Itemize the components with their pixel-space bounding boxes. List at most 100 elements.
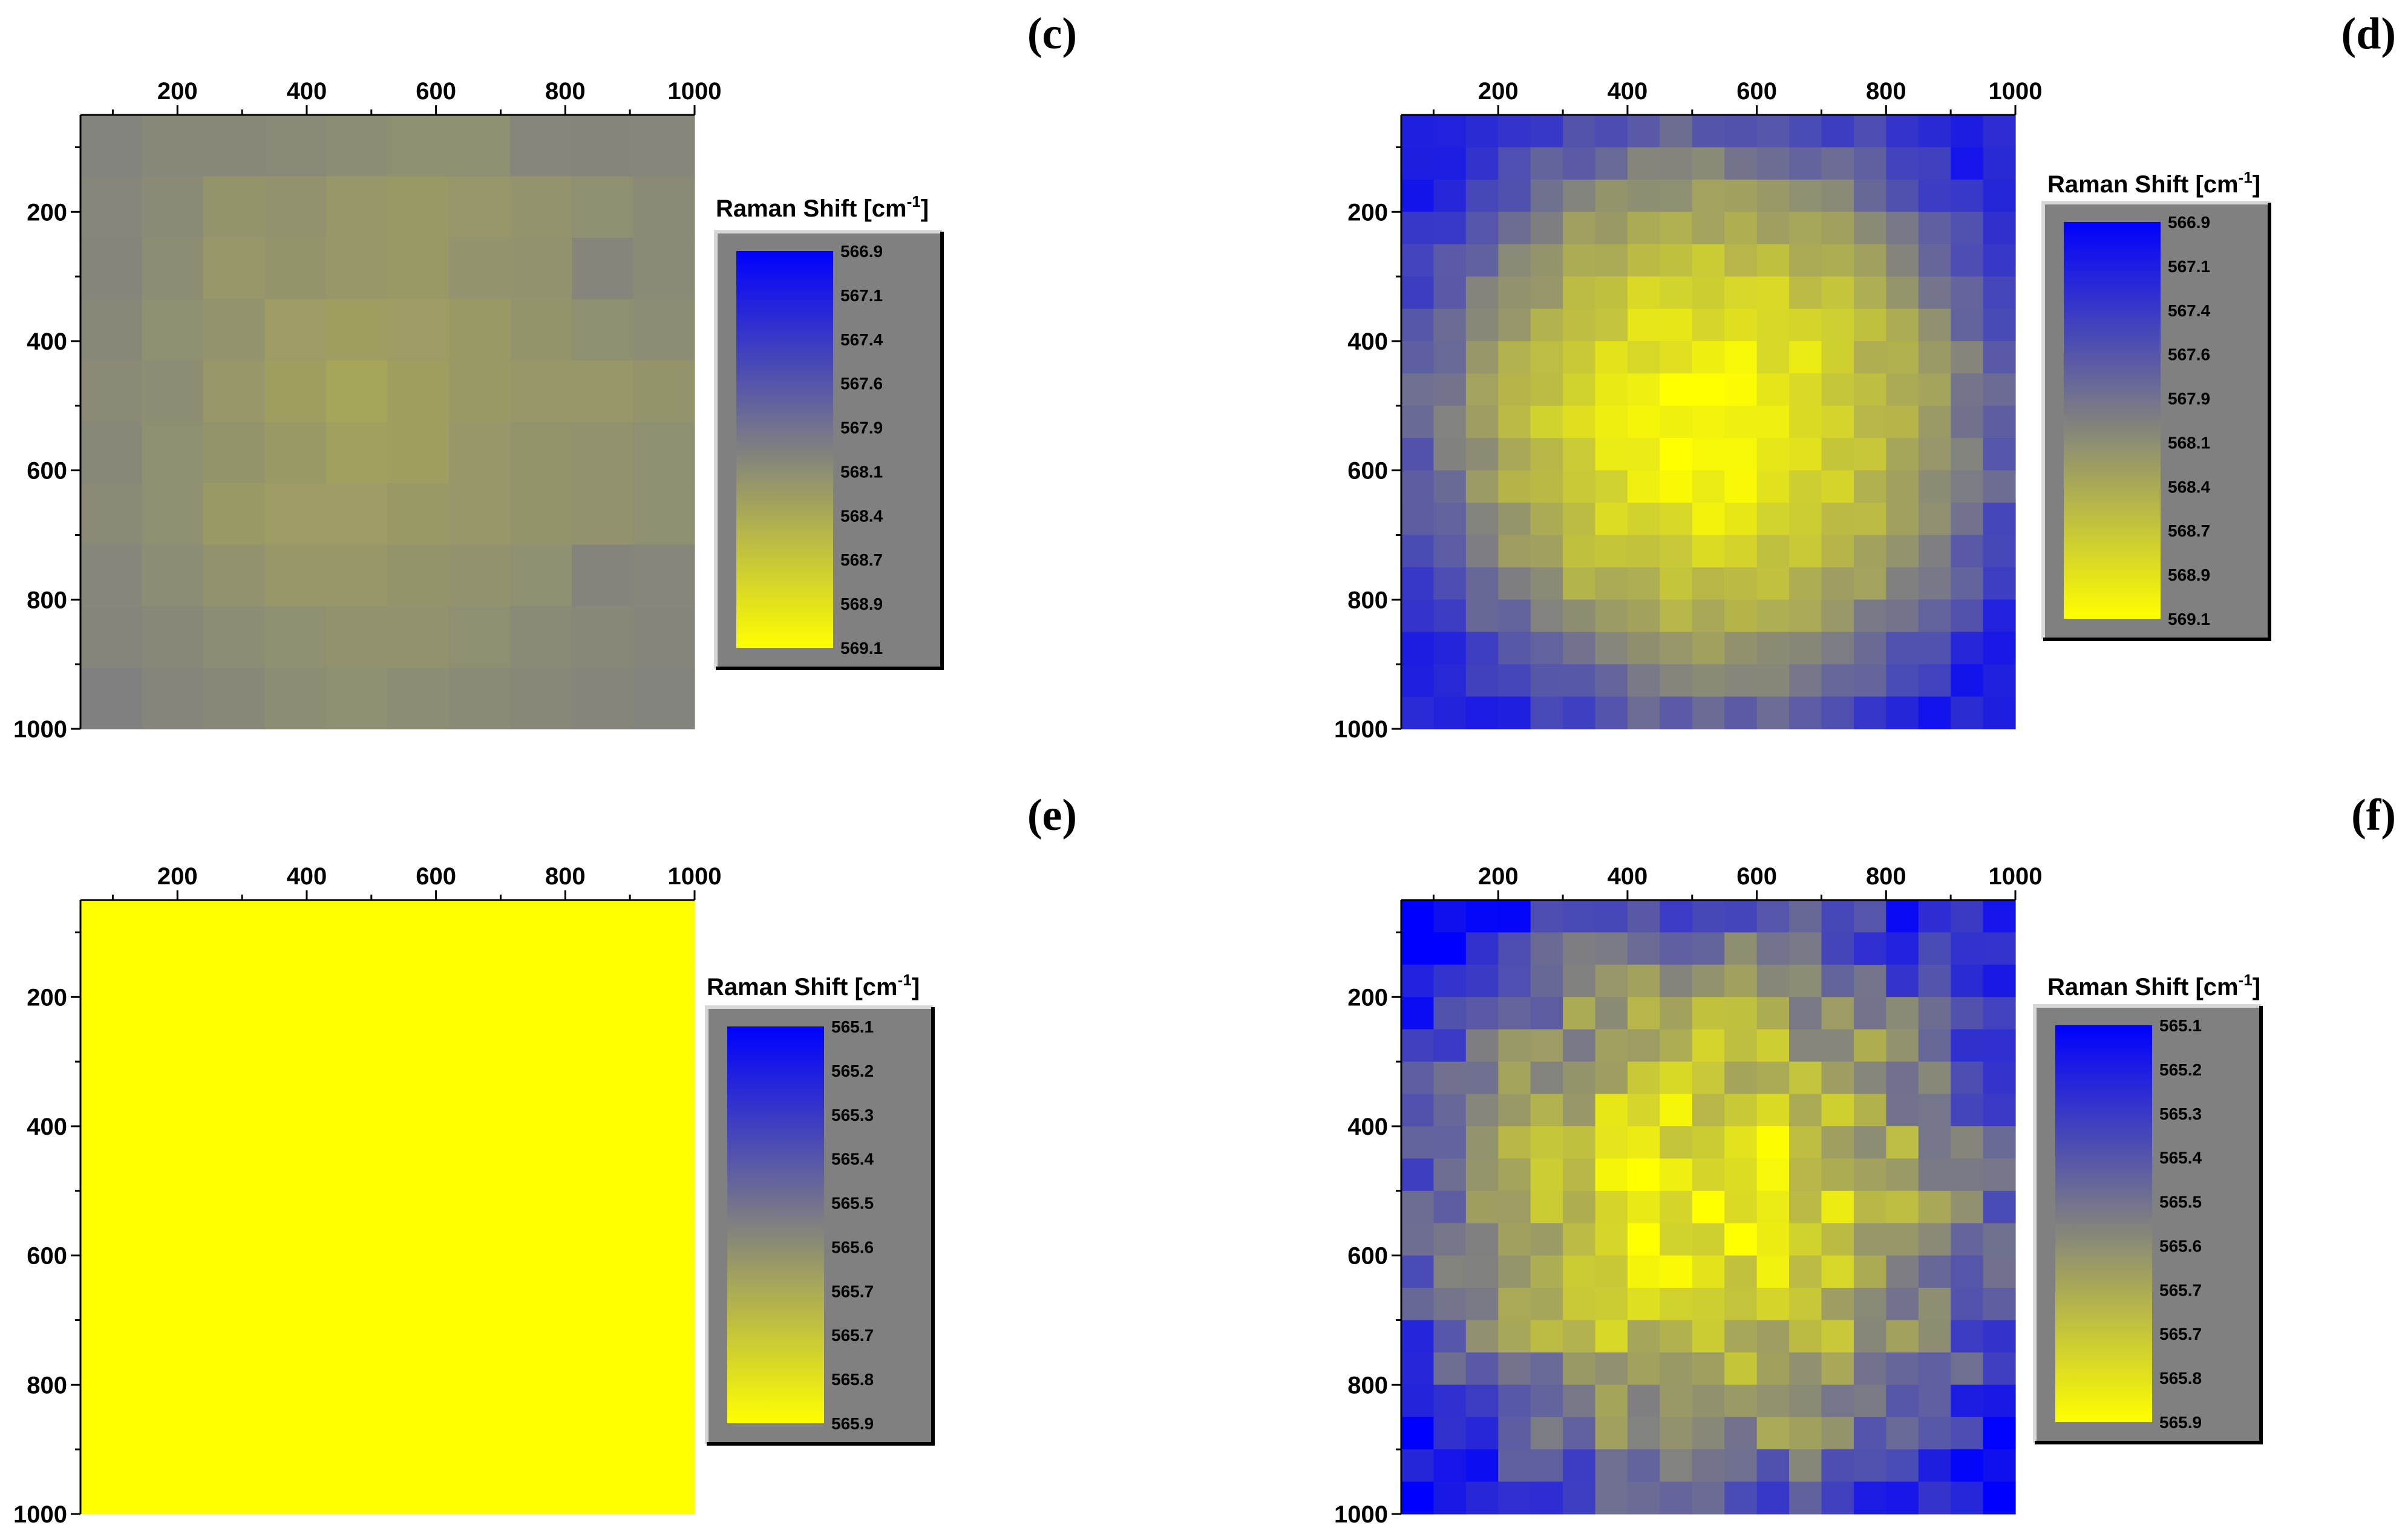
heatmap-cell bbox=[1918, 115, 1951, 148]
heatmap-cell bbox=[1433, 1449, 1467, 1483]
heatmap-cell bbox=[1498, 1029, 1531, 1062]
heatmap-cell bbox=[565, 964, 598, 997]
heatmap-cell bbox=[1951, 535, 1984, 568]
heatmap-cell bbox=[1465, 503, 1499, 536]
heatmap-cell bbox=[532, 1385, 566, 1418]
heatmap-cell bbox=[1563, 1062, 1596, 1095]
x-tick-label: 400 bbox=[287, 863, 327, 890]
heatmap-cell bbox=[1951, 1352, 1984, 1385]
heatmap-cell bbox=[1692, 997, 1725, 1030]
heatmap-cell bbox=[1660, 1288, 1693, 1321]
heatmap-cell bbox=[387, 483, 450, 546]
heatmap-cell bbox=[449, 176, 511, 238]
heatmap-cell bbox=[1853, 1417, 1886, 1450]
heatmap-cell bbox=[436, 1158, 469, 1192]
heatmap-cell bbox=[1983, 470, 2016, 503]
heatmap-cell bbox=[1433, 997, 1467, 1030]
heatmap-cell bbox=[1724, 212, 1758, 245]
colorbar-label: 568.1 bbox=[840, 462, 883, 481]
heatmap-cell bbox=[1595, 405, 1628, 439]
heatmap-cell bbox=[1951, 567, 1984, 600]
heatmap-cell bbox=[1465, 1255, 1499, 1288]
colorbar-label: 568.1 bbox=[2168, 433, 2210, 452]
heatmap-cell bbox=[1951, 1288, 1984, 1321]
heatmap-cell bbox=[1821, 1449, 1854, 1483]
heatmap-cell bbox=[1821, 1352, 1854, 1385]
heatmap-cell bbox=[597, 1481, 630, 1515]
heatmap-cell bbox=[532, 1417, 566, 1450]
heatmap-cell bbox=[242, 1158, 275, 1192]
heatmap-cell bbox=[1563, 1126, 1596, 1159]
heatmap-cell bbox=[532, 1352, 566, 1385]
heatmap-cell bbox=[242, 964, 275, 997]
heatmap-cell bbox=[1563, 631, 1596, 665]
heatmap-cell bbox=[1401, 503, 1435, 536]
heatmap-cell bbox=[1530, 212, 1563, 245]
heatmap-cell bbox=[1983, 1126, 2016, 1159]
heatmap-cell bbox=[565, 1255, 598, 1288]
heatmap-cell bbox=[1853, 1094, 1886, 1127]
heatmap-cell bbox=[177, 1288, 211, 1321]
heatmap-cell bbox=[532, 1481, 566, 1515]
heatmap-cell bbox=[572, 483, 634, 546]
heatmap-cell bbox=[1660, 599, 1693, 633]
heatmap-cell bbox=[1563, 308, 1596, 342]
heatmap-cell bbox=[145, 1481, 178, 1515]
heatmap-cell bbox=[1595, 276, 1628, 310]
heatmap-cell bbox=[1918, 1481, 1951, 1515]
heatmap-cell bbox=[662, 1481, 695, 1515]
heatmap-cell bbox=[1886, 244, 1919, 277]
heatmap-cell bbox=[1789, 276, 1822, 310]
heatmap-cell bbox=[142, 422, 204, 484]
heatmap-cell bbox=[1886, 1481, 1919, 1515]
heatmap-cell bbox=[1595, 470, 1628, 503]
heatmap-cell bbox=[1433, 1320, 1467, 1353]
heatmap-cell bbox=[1433, 932, 1467, 965]
heatmap-cell bbox=[177, 1352, 211, 1385]
heatmap-cell bbox=[1918, 1449, 1951, 1483]
heatmap-cell bbox=[1465, 405, 1499, 439]
heatmap-cell bbox=[264, 483, 327, 546]
heatmap-cell bbox=[1983, 932, 2016, 965]
heatmap-cell bbox=[209, 1320, 243, 1353]
heatmap-cell bbox=[597, 1126, 630, 1159]
heatmap-cells bbox=[1401, 115, 2016, 729]
heatmap-cell bbox=[1951, 438, 1984, 471]
x-tick-label: 600 bbox=[416, 863, 456, 890]
heatmap-cell bbox=[1692, 212, 1725, 245]
heatmap-cell bbox=[1498, 470, 1531, 503]
heatmap-cell bbox=[572, 667, 634, 729]
heatmap-cell bbox=[274, 1094, 307, 1127]
heatmap-cell bbox=[1951, 1190, 1984, 1224]
heatmap-cell bbox=[1983, 997, 2016, 1030]
heatmap-cell bbox=[1433, 179, 1467, 212]
heatmap-cell bbox=[449, 299, 511, 361]
heatmap-cell bbox=[468, 1062, 502, 1095]
heatmap-cell bbox=[1756, 1190, 1790, 1224]
heatmap-cell bbox=[264, 422, 327, 484]
heatmap-cell bbox=[1660, 115, 1693, 148]
heatmap-cell bbox=[1498, 179, 1531, 212]
heatmap-cell bbox=[1498, 631, 1531, 665]
heatmap-cell bbox=[1724, 900, 1758, 933]
heatmap-cell bbox=[203, 422, 266, 484]
heatmap-cell bbox=[510, 606, 572, 668]
heatmap-cell bbox=[1724, 1223, 1758, 1256]
heatmap-cell bbox=[1660, 1255, 1693, 1288]
heatmap-cell bbox=[1498, 1255, 1531, 1288]
heatmap-cell bbox=[1563, 503, 1596, 536]
heatmap-cell bbox=[436, 1190, 469, 1224]
heatmap-cell bbox=[1498, 212, 1531, 245]
heatmap-cell bbox=[500, 1190, 534, 1224]
heatmap-cell bbox=[113, 1255, 146, 1288]
heatmap-cell bbox=[1465, 696, 1499, 729]
heatmap-cell bbox=[1465, 1029, 1499, 1062]
heatmap-cell bbox=[1563, 664, 1596, 697]
heatmap-cell bbox=[145, 932, 178, 965]
heatmap-cell bbox=[630, 1126, 663, 1159]
heatmap-cell bbox=[1724, 1062, 1758, 1095]
heatmap-cell bbox=[177, 1255, 211, 1288]
y-tick-label: 200 bbox=[27, 199, 67, 226]
heatmap-cell bbox=[630, 1190, 663, 1224]
heatmap-cell bbox=[1853, 147, 1886, 180]
